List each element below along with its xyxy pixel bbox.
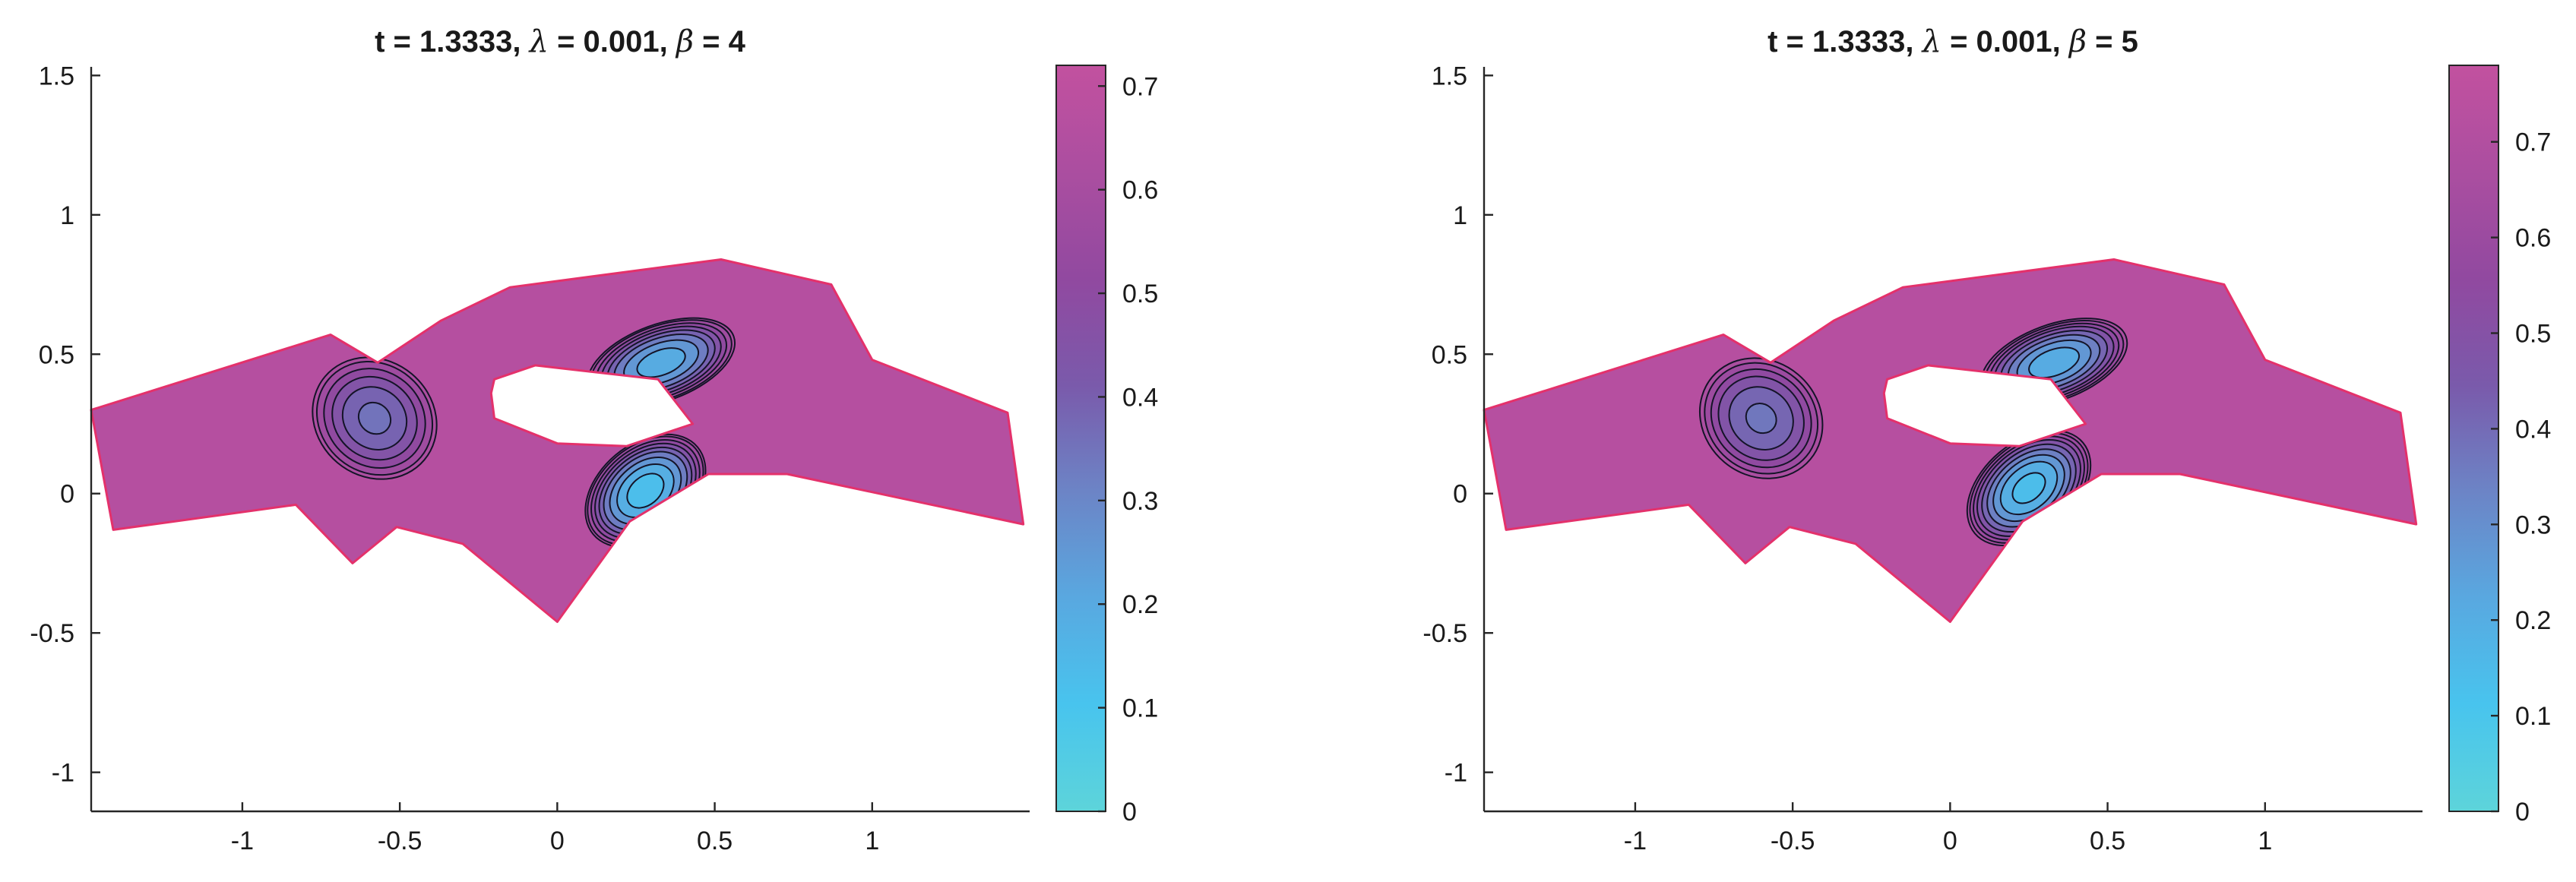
title-title-suffix: = 5: [2087, 25, 2138, 58]
colorbar-tick-label: 0.2: [1122, 590, 1158, 619]
title-title-beta-symbol: β: [2068, 24, 2087, 59]
y-tick-label: -1: [52, 759, 74, 788]
domain-hole-boundary: [1882, 364, 2087, 447]
contour-line: [1745, 403, 1777, 435]
well-2: [587, 317, 736, 408]
contour-line: [1717, 375, 1805, 461]
x-tick-label: 1: [2258, 827, 2272, 855]
title-title-lambda-symbol: λ: [528, 24, 549, 59]
y-tick-label: 0.5: [1432, 340, 1467, 369]
level-band: [627, 473, 664, 508]
well-1: [312, 356, 438, 480]
colorbar-tick-label: 0.4: [2515, 415, 2551, 444]
colorbar-tick-label: 0.3: [2515, 511, 2551, 539]
contour-line: [1999, 460, 2059, 516]
contour-line: [1704, 362, 1819, 475]
level-band: [358, 402, 391, 435]
x-tick-label: 0: [1943, 827, 1957, 855]
domain-outer-boundary: [90, 258, 1025, 623]
title-title-mid: = 0.001,: [549, 25, 676, 58]
title-title-suffix: = 4: [694, 25, 746, 58]
colorbar-tick-label: 0: [1122, 798, 1137, 827]
y-tick-label: 0.5: [39, 340, 74, 369]
domain-outer-boundary: [1483, 258, 2418, 623]
y-tick-label: 1: [60, 201, 74, 230]
contour-line: [323, 368, 426, 469]
y-tick-label: 1: [1453, 201, 1467, 230]
colorbar: 0 0.1 0.2 0.3 0.4 0.5 0.6 0.7: [2448, 65, 2551, 827]
colorbar-tick-label: 0.3: [1122, 487, 1158, 516]
colorbar-gradient: [1056, 65, 1106, 811]
level-band: [637, 348, 685, 378]
colorbar: 0 0.1 0.2 0.3 0.4 0.5 0.6 0.7: [1055, 65, 1158, 827]
colorbar-tick-label: 0.7: [1122, 72, 1158, 101]
colorbar-tick-label: 0.4: [1122, 383, 1158, 412]
y-tick-label: -0.5: [30, 619, 74, 648]
colorbar-tick-label: 0.5: [2515, 320, 2551, 349]
colorbar-tick-label: 0.1: [1122, 694, 1158, 723]
y-tick-label: 1.5: [39, 62, 74, 90]
x-tick-label: 0.5: [2090, 827, 2125, 855]
contour-line: [1698, 357, 1824, 479]
y-tick-label: -0.5: [1422, 619, 1467, 648]
contour-line: [1728, 386, 1794, 450]
solution-field: [1484, 259, 2416, 622]
contour-line: [312, 356, 438, 480]
chart-title: t = 1.3333, λ = 0.001, β = 4: [375, 24, 745, 59]
panel-1: t = 1.3333, λ = 0.001, β = 4 -1 -0.5 0 0.5 1 -…: [30, 24, 1158, 855]
field-background: [91, 259, 1024, 622]
colorbar-frame: [1055, 65, 1106, 812]
colorbar-tick-label: 0.2: [2515, 606, 2551, 635]
colorbar-tick-label: 0.1: [2515, 702, 2551, 731]
contour-line: [2028, 346, 2081, 379]
colorbar-tick-label: 0.6: [2515, 224, 2551, 253]
title-title-beta-symbol: β: [675, 24, 694, 59]
field-background: [1484, 259, 2416, 622]
colorbar-tick-label: 0.7: [2515, 128, 2551, 157]
x-tick-label: 1: [865, 827, 879, 855]
title-title-lambda-symbol: λ: [1921, 24, 1941, 59]
contour-line: [1710, 368, 1812, 469]
colorbar-tick-label: 0.6: [1122, 176, 1158, 205]
domain-hole-boundary: [489, 364, 695, 447]
title-title-prefix: t = 1.3333,: [375, 25, 529, 58]
contour-line: [2011, 472, 2046, 504]
title-title-prefix: t = 1.3333,: [1767, 25, 1922, 58]
solution-field: [91, 259, 1024, 622]
contour-line: [341, 386, 408, 450]
colorbar-tick-label: 0.5: [1122, 280, 1158, 308]
y-tick-label: 0: [60, 480, 74, 509]
level-band: [2012, 473, 2046, 504]
colorbar-tick-label: 0: [2515, 798, 2530, 827]
contour-line: [626, 473, 665, 509]
chart-title: t = 1.3333, λ = 0.001, β = 5: [1767, 24, 2138, 59]
level-band: [1745, 403, 1777, 434]
colorbar-gradient: [2449, 65, 2498, 811]
y-tick-label: -1: [1445, 759, 1467, 788]
well-1: [1698, 357, 1824, 479]
x-tick-label: -1: [231, 827, 254, 855]
contour-line: [636, 347, 686, 378]
title-title-mid: = 0.001,: [1941, 25, 2069, 58]
x-tick-label: 0.5: [697, 827, 733, 855]
colorbar-frame: [2448, 65, 2499, 812]
y-tick-label: 1.5: [1432, 62, 1467, 90]
level-band: [2029, 347, 2080, 378]
panel-2: t = 1.3333, λ = 0.001, β = 5 -1 -0.5 0 0.5 1 -…: [1422, 24, 2551, 855]
x-tick-label: -0.5: [378, 827, 422, 855]
contour-line: [331, 375, 418, 461]
y-tick-label: 0: [1453, 480, 1467, 509]
x-tick-label: 0: [550, 827, 565, 855]
contour-line: [357, 401, 392, 435]
contour-line: [315, 361, 434, 476]
x-tick-label: -1: [1624, 827, 1647, 855]
x-tick-label: -0.5: [1771, 827, 1815, 855]
